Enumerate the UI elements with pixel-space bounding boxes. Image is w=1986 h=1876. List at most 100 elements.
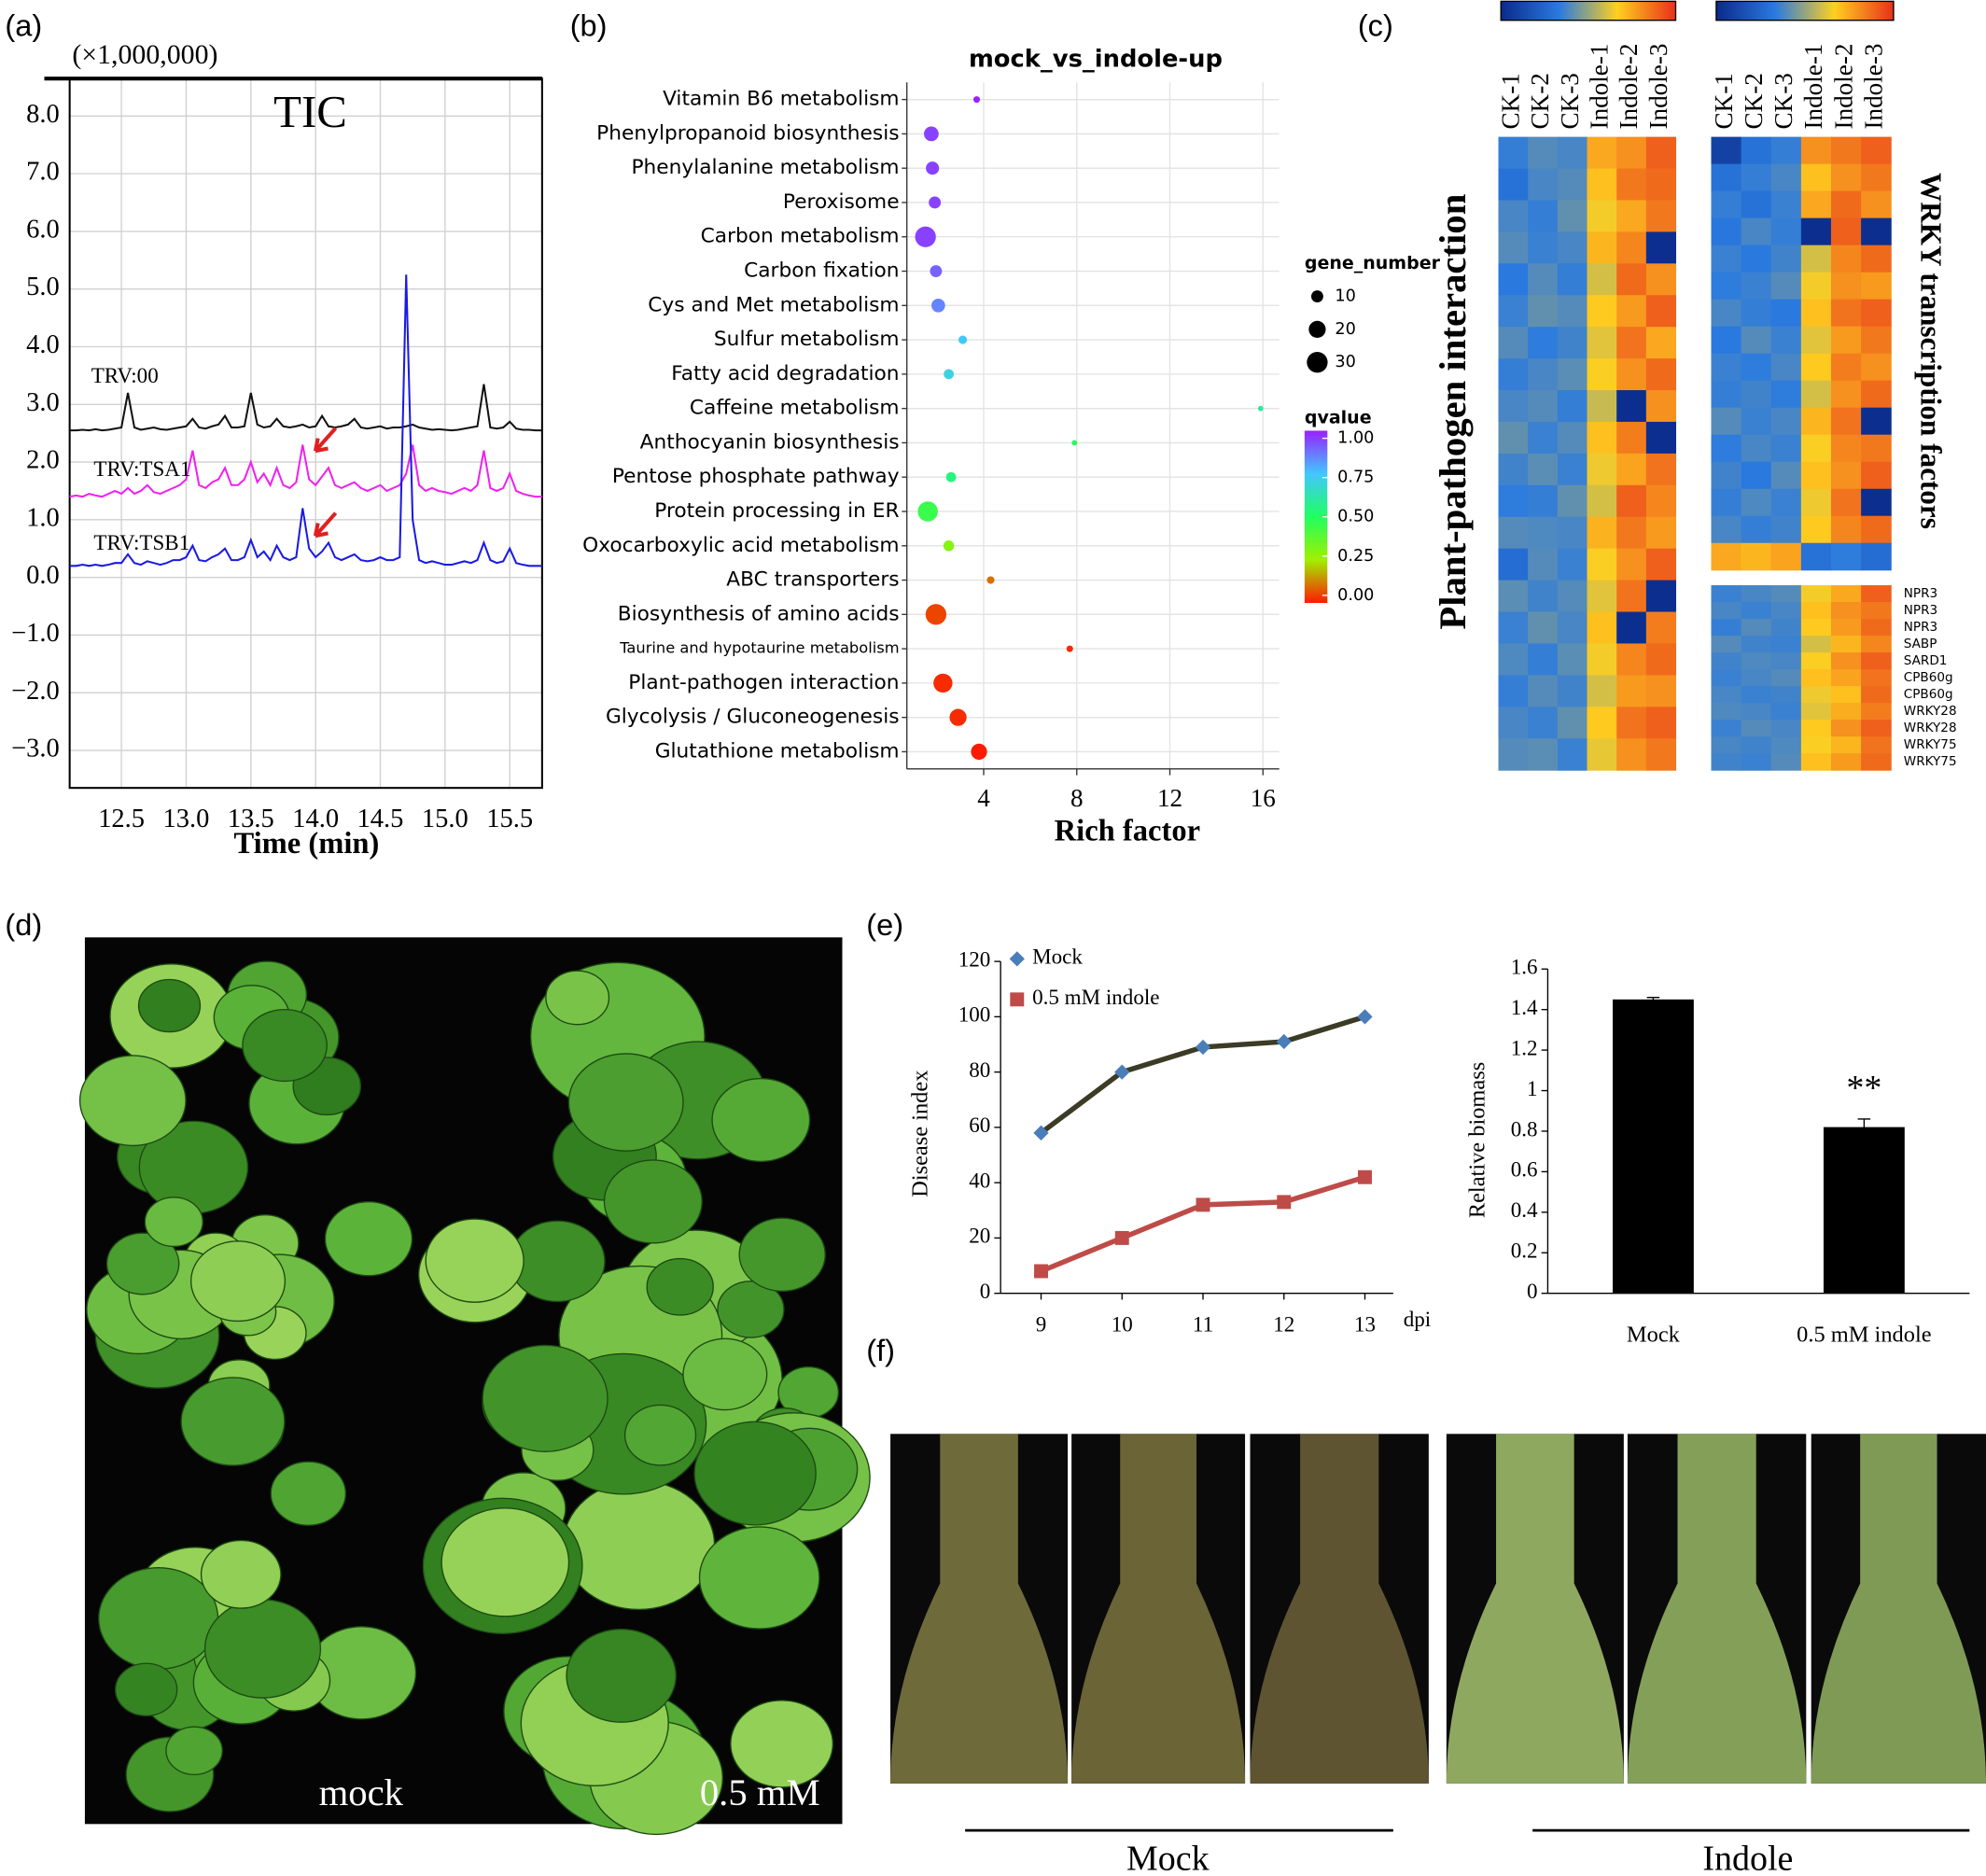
heat-cell — [1741, 585, 1772, 603]
heat-cell — [1830, 585, 1862, 603]
y-tick-label: 0 — [980, 1279, 991, 1303]
legend-label: Mock — [1032, 945, 1083, 969]
point — [1196, 1197, 1210, 1212]
row-label: WRKY75 — [1904, 754, 1957, 769]
bubble — [986, 576, 995, 584]
bubble — [943, 540, 955, 552]
heat-cell — [1711, 736, 1742, 754]
photo-d — [78, 937, 871, 1836]
category-label: Carbon metabolism — [701, 225, 900, 248]
y-axis-label: Relative biomass — [1465, 1062, 1490, 1218]
heat-cell — [1830, 720, 1862, 737]
y-tick-label: 60 — [969, 1113, 990, 1137]
heat-cell — [1711, 217, 1742, 246]
heat-cell — [1587, 327, 1617, 359]
heat-cell — [1800, 619, 1832, 637]
heat-cell — [1861, 380, 1892, 409]
y-tick-label: 7.0 — [26, 158, 60, 187]
heat-cell — [1830, 515, 1862, 544]
stem — [1250, 1434, 1429, 1784]
heat-cell — [1800, 585, 1832, 603]
heat-cell — [1861, 686, 1892, 704]
x-tick-label: 4 — [977, 784, 990, 812]
heat-cell — [1498, 453, 1529, 486]
x-axis-label: dpi — [1404, 1307, 1431, 1331]
heat-cell — [1830, 736, 1862, 754]
heat-cell — [1645, 548, 1677, 581]
legend-title: gene_number — [1305, 253, 1441, 273]
leaf — [441, 1507, 570, 1617]
heat-cell — [1830, 636, 1862, 653]
bubble — [915, 226, 936, 247]
heat-cell — [1587, 168, 1617, 202]
heat-cell — [1830, 163, 1862, 192]
heat-cell — [1498, 516, 1529, 550]
heat-cell — [1616, 136, 1647, 170]
heat-cell — [1800, 636, 1832, 653]
bubble — [958, 335, 968, 344]
row-label: WRKY28 — [1904, 704, 1957, 719]
category-label: Glutathione metabolism — [655, 739, 900, 763]
heat-cell — [1711, 136, 1742, 165]
heat-cell — [1741, 686, 1772, 704]
heat-cell — [1498, 707, 1529, 739]
heat-cell — [1770, 272, 1802, 301]
arrow — [313, 511, 338, 539]
heat-cell — [1645, 168, 1677, 202]
leaf — [717, 1281, 785, 1338]
heat-cell — [1528, 327, 1559, 359]
heat-cell — [1830, 299, 1862, 328]
heat-cell — [1830, 407, 1862, 436]
heat-cell — [1498, 484, 1529, 518]
heat-cell — [1557, 263, 1588, 296]
unit-label: (×1,000,000) — [72, 39, 217, 70]
point — [1195, 1039, 1211, 1056]
heat-cell — [1770, 407, 1802, 436]
series-line — [69, 384, 542, 432]
heat-cell — [1645, 580, 1677, 613]
heat-cell — [1800, 488, 1832, 517]
heat-cell — [1800, 299, 1832, 328]
heat-cell — [1528, 611, 1559, 645]
bubble — [930, 265, 943, 277]
heat-cell — [1645, 453, 1677, 486]
y-tick-label: 6.0 — [26, 215, 60, 244]
x-tick-label: 13 — [1354, 1311, 1376, 1336]
column-label: CK-1 — [1497, 73, 1525, 129]
panel-label: (e) — [866, 908, 903, 942]
row-label: NPR3 — [1904, 586, 1937, 601]
row-label: WRKY28 — [1904, 721, 1957, 735]
heat-cell — [1741, 753, 1772, 771]
legend-label: 20 — [1335, 320, 1355, 339]
stem — [1811, 1434, 1986, 1784]
heat-cell — [1587, 611, 1617, 645]
heat-cell — [1830, 669, 1862, 687]
category-label: Phenylpropanoid biosynthesis — [596, 121, 899, 145]
leaf — [711, 1077, 811, 1163]
heat-cell — [1528, 295, 1559, 328]
heat-cell — [1616, 263, 1647, 296]
heat-cell — [1770, 753, 1802, 771]
heat-cell — [1587, 548, 1617, 581]
heat-cell — [1711, 703, 1742, 721]
heat-cell — [1616, 675, 1647, 707]
heat-cell — [1770, 686, 1802, 704]
y-tick-label: 0.4 — [1511, 1197, 1538, 1222]
heat-cell — [1861, 461, 1892, 490]
x-axis-label: Rich factor — [1055, 815, 1200, 848]
heat-cell — [1741, 163, 1772, 192]
heat-cell — [1741, 299, 1772, 328]
legend-bubble — [1307, 352, 1328, 373]
row-label: NPR3 — [1904, 603, 1937, 618]
heat-cell — [1498, 548, 1529, 581]
heat-cell — [1498, 390, 1529, 423]
heat-cell — [1557, 643, 1588, 676]
heat-cell — [1587, 200, 1617, 232]
heat-cell — [1741, 245, 1772, 273]
x-tick-label: 16 — [1251, 784, 1276, 812]
heat-cell — [1830, 753, 1862, 771]
legend-label: 0.5 mM indole — [1032, 985, 1159, 1009]
heat-cell — [1498, 231, 1529, 264]
heat-cell — [1800, 353, 1832, 382]
series-line — [69, 444, 542, 498]
